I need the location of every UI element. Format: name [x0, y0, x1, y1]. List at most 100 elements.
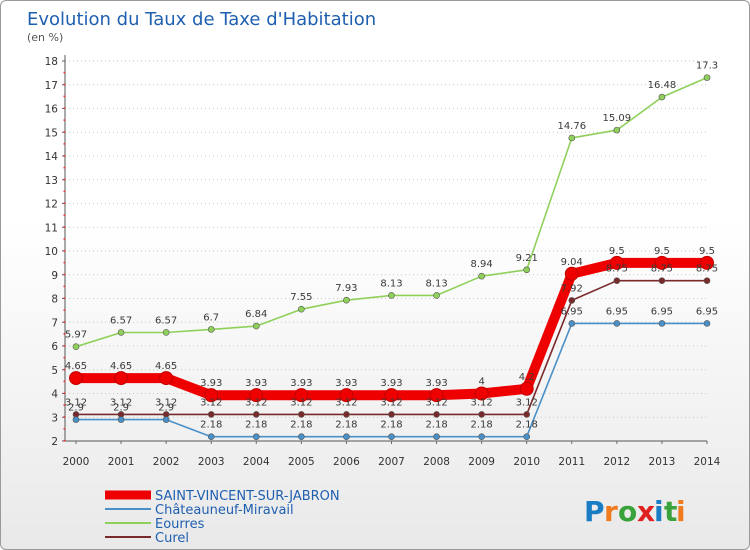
- data-label: 6.57: [110, 315, 132, 326]
- y-tick-label: 13: [45, 175, 58, 187]
- data-label: 3.12: [245, 397, 267, 408]
- data-label: 5.97: [65, 330, 87, 341]
- y-axis-mark: [63, 309, 66, 311]
- data-point: [204, 388, 219, 403]
- data-point: [654, 255, 669, 270]
- data-point: [388, 292, 395, 299]
- y-tick-label: 3: [51, 412, 58, 424]
- data-label: 17.3: [696, 61, 718, 72]
- data-label: 3.12: [200, 397, 222, 408]
- data-point: [568, 320, 576, 327]
- y-tick-label: 17: [45, 80, 58, 92]
- data-point: [433, 292, 440, 299]
- data-label: 14.76: [557, 121, 586, 132]
- y-axis-mark: [63, 250, 66, 252]
- data-point: [384, 388, 399, 403]
- data-point: [519, 381, 534, 396]
- data-label: 3.12: [425, 397, 447, 408]
- data-label: 9.21: [516, 253, 538, 264]
- x-tick-label: 2002: [153, 456, 180, 468]
- data-label: 3.93: [200, 378, 222, 389]
- data-point: [162, 416, 170, 423]
- data-label: 8.75: [696, 264, 718, 275]
- data-label: 3.12: [155, 397, 177, 408]
- data-label: 2.18: [335, 420, 357, 431]
- data-point: [658, 320, 666, 327]
- logo-letter: x: [637, 495, 655, 528]
- data-point: [429, 388, 444, 403]
- data-label: 3.93: [245, 378, 267, 389]
- data-point: [474, 386, 489, 401]
- data-point: [478, 272, 485, 280]
- x-tick-label: 2006: [333, 456, 360, 468]
- legend-label: Curel: [155, 531, 189, 546]
- data-label: 2.9: [113, 403, 129, 414]
- data-label: 4.65: [65, 361, 87, 372]
- data-point: [207, 433, 215, 441]
- y-axis-mark: [63, 131, 66, 133]
- x-tick-label: 2004: [243, 456, 270, 468]
- y-axis-mark: [63, 321, 66, 323]
- data-labels: 4.65 4.65 4.65 3.93 3.93 3.93 3.93 3.93 3.93 4 4.2…: [65, 61, 718, 431]
- data-point: [523, 433, 531, 441]
- y-axis-mark: [63, 202, 66, 204]
- data-point: [613, 126, 621, 134]
- y-tick-label: 15: [45, 127, 58, 139]
- data-point: [339, 388, 354, 403]
- data-point: [117, 416, 125, 423]
- data-label: 3.12: [516, 397, 538, 408]
- logo-letter: i: [654, 495, 664, 528]
- data-point: [703, 320, 711, 327]
- y-axis-mark: [63, 285, 66, 288]
- data-label: 3.93: [290, 378, 312, 389]
- data-label: 2.18: [245, 420, 267, 431]
- y-tick-label: 5: [51, 365, 58, 377]
- data-point: [703, 74, 711, 81]
- data-point: [294, 388, 309, 403]
- data-point: [117, 329, 125, 336]
- data-label: 3.93: [335, 378, 357, 389]
- logo-letter: P: [584, 495, 605, 528]
- data-label: 3.12: [380, 397, 402, 408]
- data-label: 2.9: [68, 403, 84, 414]
- data-label: 6.95: [606, 306, 628, 317]
- data-label: 16.48: [648, 80, 677, 91]
- data-label: 2.18: [290, 420, 312, 431]
- data-label: 4.65: [155, 361, 177, 372]
- x-tick-label: 2012: [603, 456, 630, 468]
- y-axis-mark: [63, 107, 66, 109]
- y-axis-mark: [63, 143, 66, 145]
- y-axis-mark: [63, 190, 66, 193]
- y-axis-mark: [63, 368, 66, 371]
- y-tick-label: 14: [45, 151, 59, 163]
- data-point: [343, 296, 350, 304]
- data-label: 8.13: [425, 278, 447, 289]
- y-axis-mark: [63, 83, 66, 86]
- data-label: 3.12: [290, 397, 312, 408]
- logo-letter: t: [664, 495, 677, 528]
- data-label: 3.93: [425, 378, 447, 389]
- data-point: [252, 322, 260, 330]
- y-axis-mark: [63, 166, 66, 169]
- data-point: [207, 326, 215, 333]
- data-point: [564, 266, 579, 281]
- y-tick-label: 11: [45, 222, 58, 234]
- y-axis-mark: [63, 356, 66, 359]
- data-point: [298, 305, 305, 313]
- y-tick-label: 18: [45, 56, 58, 68]
- data-label: 3.12: [335, 397, 357, 408]
- data-point: [252, 411, 260, 418]
- data-label: 6.7: [203, 312, 219, 323]
- data-label: 7.92: [561, 283, 583, 294]
- data-label: 4.2: [519, 372, 535, 383]
- y-tick-label: 10: [45, 246, 58, 258]
- data-label: 6.95: [651, 306, 673, 317]
- data-point: [658, 93, 666, 101]
- series-lines: [69, 74, 714, 441]
- legend-label: Eourres: [155, 517, 205, 532]
- y-tick-label: 6: [51, 341, 58, 353]
- data-label: 2.18: [380, 420, 402, 431]
- y-tick-label: 2: [51, 436, 58, 448]
- x-tick-label: 2007: [378, 456, 405, 468]
